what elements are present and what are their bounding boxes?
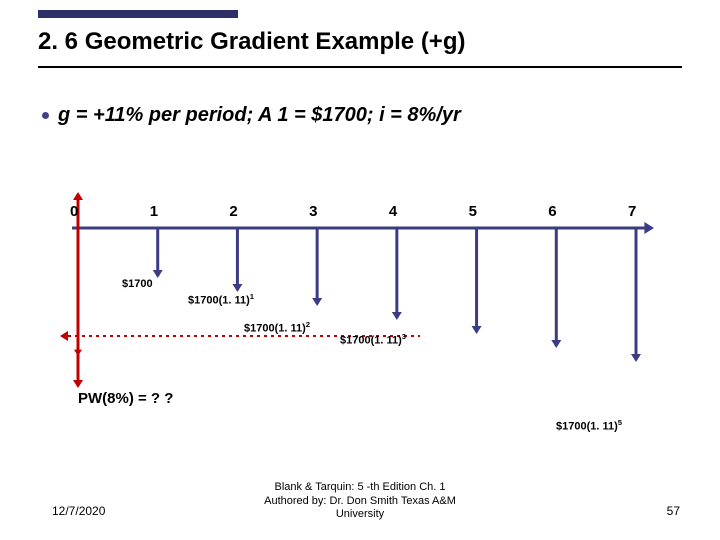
tick-label: 6 [548, 203, 556, 220]
tick-label: 7 [628, 203, 636, 220]
payment-label-last: $1700(1. 11)5 [556, 418, 622, 433]
payment-label: $1700 [122, 278, 153, 290]
page-number: 57 [667, 504, 680, 518]
footer-attribution: Blank & Tarquin: 5 -th Edition Ch. 1Auth… [0, 481, 720, 522]
slide: { "title": { "text": "2. 6 Geometric Gra… [0, 0, 720, 540]
tick-label: 3 [309, 203, 317, 220]
tick-label: 1 [150, 203, 158, 220]
pw-label: PW(8%) = ? ? [78, 390, 173, 407]
cashflow-diagram [0, 0, 720, 540]
payment-label: $1700(1. 11)1 [188, 292, 254, 307]
payment-label: $1700(1. 11)2 [244, 320, 310, 335]
tick-label: 4 [389, 203, 397, 220]
tick-label: 5 [469, 203, 477, 220]
tick-label: 0 [70, 203, 78, 220]
tick-label: 2 [229, 203, 237, 220]
payment-label: $1700(1. 11)3 [340, 332, 406, 347]
